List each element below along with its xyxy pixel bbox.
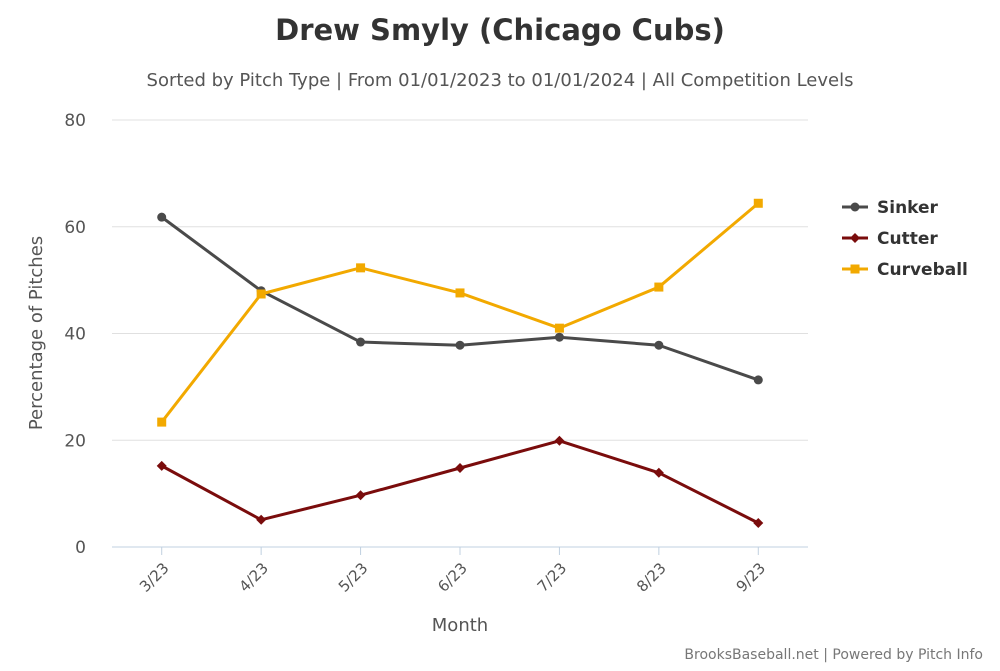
series-cutter	[156, 435, 764, 528]
data-point	[753, 198, 763, 208]
series-line	[160, 439, 759, 525]
x-tick-label: 7/23	[534, 559, 571, 596]
data-point	[455, 288, 465, 298]
legend-label: Curveball	[877, 260, 968, 280]
x-tick-label: 6/23	[434, 559, 471, 596]
legend-item-curveball[interactable]: Curveball	[842, 260, 968, 280]
series-curveball	[157, 198, 763, 427]
series-line	[160, 202, 760, 424]
credit-text[interactable]: BrooksBaseball.net | Powered by Pitch In…	[684, 647, 983, 663]
data-point	[554, 323, 564, 333]
chart-title: Drew Smyly (Chicago Cubs)	[275, 13, 725, 47]
x-tick-label: 8/23	[633, 559, 670, 596]
data-point	[455, 340, 465, 350]
data-point	[753, 375, 763, 385]
y-tick-label: 60	[64, 218, 86, 238]
data-point	[850, 264, 860, 274]
data-point	[654, 340, 664, 350]
series-line	[160, 215, 759, 382]
y-tick-label: 40	[64, 325, 86, 345]
x-tick-label: 5/23	[335, 559, 372, 596]
y-tick-label: 80	[64, 111, 86, 131]
legend-item-cutter[interactable]: Cutter	[842, 229, 938, 249]
data-point	[850, 202, 860, 212]
series-sinker	[157, 212, 763, 385]
data-point	[654, 282, 664, 292]
data-point	[355, 490, 366, 501]
data-point	[356, 263, 366, 273]
data-point	[157, 212, 167, 222]
data-point	[156, 460, 167, 471]
data-point	[653, 467, 664, 478]
x-axis-label: Month	[432, 615, 488, 636]
legend-label: Sinker	[877, 198, 939, 218]
data-point	[753, 517, 764, 528]
legend-label: Cutter	[877, 229, 938, 249]
data-point	[157, 417, 167, 427]
data-point	[256, 289, 266, 299]
data-point	[455, 463, 465, 474]
chart-subtitle: Sorted by Pitch Type | From 01/01/2023 t…	[147, 70, 854, 91]
data-point	[850, 233, 860, 243]
data-point	[554, 435, 565, 446]
x-tick-label: 3/23	[136, 559, 173, 596]
x-tick-label: 9/23	[733, 559, 770, 596]
x-tick-label: 4/23	[235, 559, 272, 596]
legend-item-sinker[interactable]: Sinker	[842, 198, 939, 218]
y-axis-label: Percentage of Pitches	[26, 236, 47, 430]
y-tick-label: 0	[75, 538, 86, 558]
data-point	[554, 332, 564, 342]
data-point	[356, 337, 366, 347]
data-point	[256, 514, 267, 525]
y-tick-label: 20	[64, 431, 86, 451]
